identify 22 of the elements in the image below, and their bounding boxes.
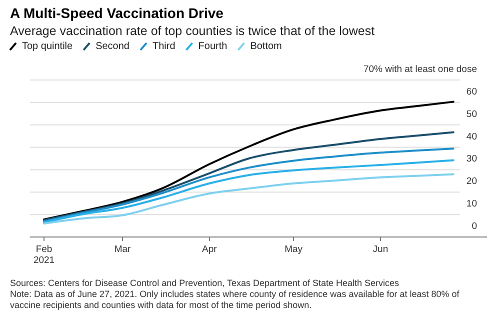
legend-label: Bottom — [250, 41, 282, 52]
chart-subtitle: Average vaccination rate of top counties is twice that of the lowest — [10, 24, 376, 38]
x-tick-label: May — [284, 244, 303, 255]
x-tick-label: Mar — [114, 244, 131, 255]
source-note: Sources: Centers for Disease Control and Prevention, Texas Department of State Health Services — [10, 278, 400, 288]
x-tick-label: Feb 2021 — [33, 244, 55, 266]
y-tick-label: 50 — [466, 108, 477, 120]
y-tick-label: 30 — [466, 154, 477, 165]
x-tick-label: Apr — [202, 244, 217, 255]
legend-label: Top quintile — [22, 41, 74, 52]
legend-label: Fourth — [198, 41, 228, 52]
x-tick-label: Jun — [372, 244, 388, 255]
y-tick-label: 0 — [472, 221, 477, 232]
y-tick-label: 70% with at least one dose — [363, 64, 477, 75]
y-tick-label: 60 — [466, 86, 477, 98]
legend-label: Second — [96, 41, 130, 52]
y-tick-label: 20 — [466, 176, 477, 188]
text: Note: Data as of June 27, 2021. Only includes states where county of residence was available for at least 80% of vaccine recipients and counties with data for most of the time period shown. — [10, 289, 460, 310]
legend-label: Third — [152, 41, 176, 52]
y-tick-label: 40 — [466, 131, 477, 142]
chart-title: A Multi-Speed Vaccination Drive — [10, 5, 224, 21]
y-tick-label: 10 — [466, 198, 477, 210]
